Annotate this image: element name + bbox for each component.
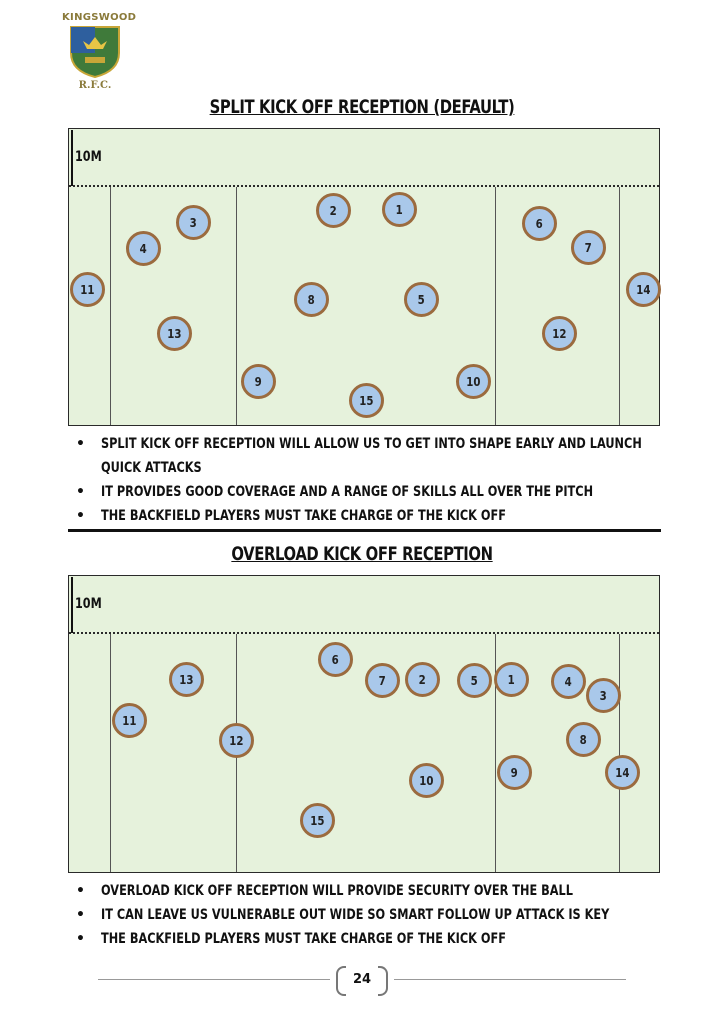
list-item: • It provides good coverage and a range o… — [76, 484, 594, 500]
club-logo: KINGSWOOD R.F.C. — [62, 12, 137, 92]
ten-metre-label: 10M — [75, 596, 102, 612]
right-bracket-icon — [378, 966, 388, 996]
pitch-line — [110, 634, 111, 872]
player-marker: 14 — [605, 755, 640, 790]
player-marker: 11 — [70, 272, 105, 307]
section-divider — [68, 529, 661, 532]
pitch-line — [495, 187, 496, 425]
pitch-line — [236, 187, 237, 425]
player-marker: 6 — [522, 206, 557, 241]
ten-metre-zone — [69, 129, 659, 187]
player-marker: 13 — [157, 316, 192, 351]
player-marker: 5 — [404, 282, 439, 317]
player-marker: 8 — [566, 722, 601, 757]
player-marker: 9 — [241, 364, 276, 399]
pitch-line — [110, 187, 111, 425]
player-marker: 13 — [169, 662, 204, 697]
player-marker: 14 — [626, 272, 661, 307]
player-marker: 15 — [349, 383, 384, 418]
player-marker: 15 — [300, 803, 335, 838]
pitch-line — [619, 187, 620, 425]
player-marker: 2 — [316, 193, 351, 228]
footer-rule — [394, 979, 626, 980]
bullet-list-overload: • Overload kick off reception will provid… — [76, 879, 666, 951]
player-marker: 11 — [112, 703, 147, 738]
pitch-line — [495, 634, 496, 872]
player-marker: 12 — [542, 316, 577, 351]
list-item: • Split kick off reception will allow us … — [76, 436, 642, 476]
list-item: • Overload kick off reception will provid… — [76, 883, 573, 899]
pitch-diagram-overload: 10M 6 13 7 2 5 1 4 3 11 12 8 10 9 14 15 — [68, 575, 660, 873]
section-title-split: Split kick off reception (Default) — [209, 96, 515, 118]
logo-top-text: KINGSWOOD — [62, 12, 137, 23]
footer-rule — [98, 979, 330, 980]
ten-metre-zone — [69, 576, 659, 634]
double-arrow-icon — [71, 577, 73, 633]
logo-bottom-text: R.F.C. — [78, 80, 112, 91]
list-item: • It can leave us vulnerable out wide so … — [76, 907, 610, 923]
player-marker: 1 — [382, 192, 417, 227]
player-marker: 3 — [176, 205, 211, 240]
pitch-diagram-split: 10M 2 1 3 4 6 7 11 14 8 5 13 12 9 10 15 — [68, 128, 661, 426]
double-arrow-icon — [71, 130, 73, 186]
left-bracket-icon — [336, 966, 346, 996]
bullet-list-split: • Split kick off reception will allow us … — [76, 432, 666, 528]
player-marker: 7 — [571, 230, 606, 265]
ten-metre-label: 10M — [75, 149, 102, 165]
player-marker: 8 — [294, 282, 329, 317]
pitch-line — [619, 634, 620, 872]
player-marker: 9 — [497, 755, 532, 790]
player-marker: 10 — [456, 364, 491, 399]
player-marker: 3 — [586, 678, 621, 713]
player-marker: 4 — [551, 664, 586, 699]
player-marker: 10 — [409, 763, 444, 798]
player-marker: 4 — [126, 231, 161, 266]
player-marker: 7 — [365, 663, 400, 698]
player-marker: 5 — [457, 663, 492, 698]
crest-icon — [70, 26, 120, 79]
list-item: • The backfield players must take charge … — [76, 508, 506, 524]
player-marker: 12 — [219, 723, 254, 758]
player-marker: 2 — [405, 662, 440, 697]
list-item: • The backfield players must take charge … — [76, 931, 506, 947]
player-marker: 6 — [318, 642, 353, 677]
section-title-overload: Overload kick off reception — [231, 543, 493, 565]
player-marker: 1 — [494, 662, 529, 697]
page-number: 24 — [352, 972, 372, 987]
page-footer: 24 — [0, 962, 724, 998]
